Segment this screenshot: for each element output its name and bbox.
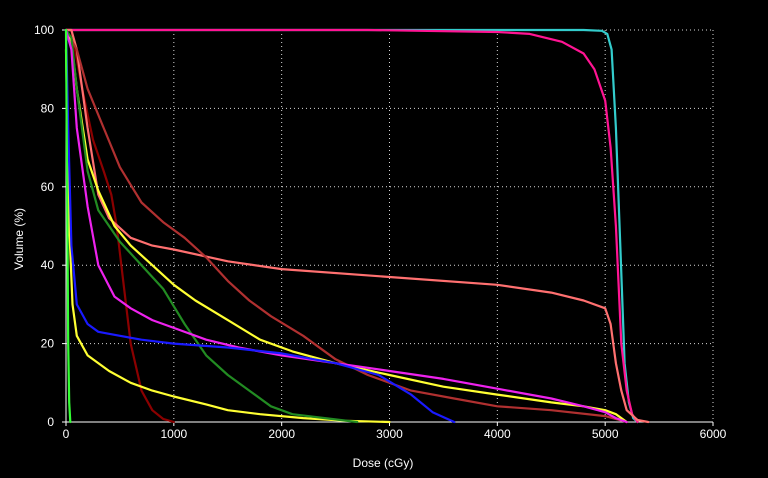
dvh-curve-4	[64, 28, 650, 424]
y-tick-label: 0	[47, 415, 54, 429]
series-lines	[64, 28, 650, 424]
dvh-curve-5	[64, 28, 628, 424]
dvh-curve-9	[64, 28, 628, 424]
y-axis-label: Volume (%)	[12, 208, 26, 270]
x-tick-label: 6000	[700, 427, 727, 441]
dvh-curve-10	[64, 28, 456, 424]
dvh-curve-6	[64, 28, 628, 424]
x-tick-label: 0	[63, 427, 70, 441]
y-tick-label: 20	[41, 337, 55, 351]
dvh-curve-7	[64, 48, 391, 424]
y-tick-label: 60	[41, 180, 55, 194]
x-tick-label: 1000	[160, 427, 187, 441]
x-tick-label: 4000	[484, 427, 511, 441]
grid-lines	[66, 29, 714, 422]
tick-labels: 0 1000 2000 3000 4000 5000 6000 0 20 40 60 80 100	[34, 23, 727, 441]
x-axis-label: Dose (cGy)	[353, 456, 414, 470]
dvh-curve-8	[64, 28, 359, 424]
y-tick-label: 100	[34, 23, 54, 37]
x-tick-label: 3000	[376, 427, 403, 441]
x-tick-label: 2000	[268, 427, 295, 441]
dvh-curve-3	[64, 28, 639, 424]
y-tick-label: 40	[41, 258, 55, 272]
dvh-curve-11	[64, 28, 72, 424]
y-tick-label: 80	[41, 101, 55, 115]
x-tick-label: 5000	[592, 427, 619, 441]
